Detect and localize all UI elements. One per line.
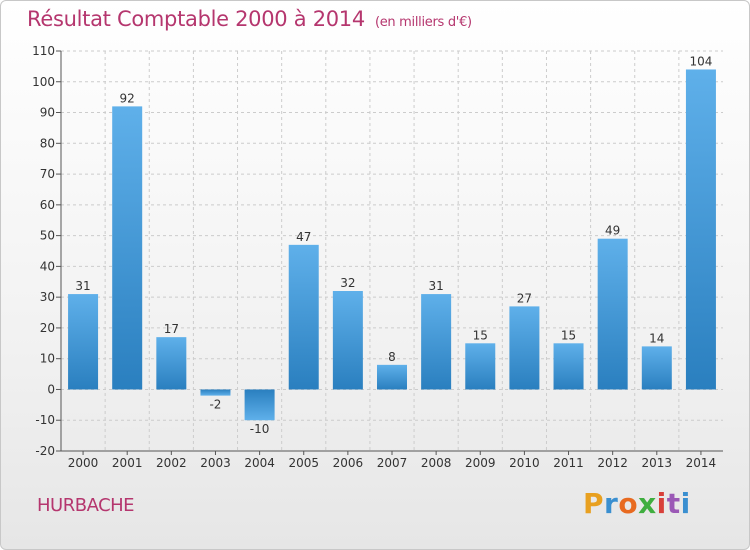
y-tick-label: 0 (47, 382, 55, 396)
bar-2010 (509, 306, 540, 390)
bar-value-label: 27 (517, 291, 532, 305)
logo-letter: o (618, 487, 639, 520)
x-tick-label: 2011 (553, 456, 584, 470)
bar-2003 (200, 389, 231, 396)
x-tick-label: 2010 (509, 456, 540, 470)
x-tick-label: 2000 (68, 456, 99, 470)
bar-2008 (421, 294, 452, 390)
x-tick-label: 2007 (377, 456, 408, 470)
logo-letter: r (604, 487, 619, 520)
logo-letter: t (666, 487, 681, 520)
proxiti-logo[interactable]: Proxiti (583, 487, 691, 520)
bar-value-label: 49 (605, 224, 620, 238)
bar-2004 (244, 389, 275, 421)
x-tick-label: 2009 (465, 456, 496, 470)
bar-value-label: 104 (689, 54, 712, 68)
bar-2001 (112, 106, 143, 390)
x-tick-label: 2012 (597, 456, 628, 470)
x-tick-label: 2013 (642, 456, 673, 470)
y-tick-label: 10 (40, 352, 55, 366)
bar-2013 (641, 346, 672, 390)
bar-2012 (597, 238, 628, 390)
bar-value-label: 32 (340, 276, 355, 290)
bar-value-label: 15 (473, 328, 488, 342)
y-tick-label: 20 (40, 321, 55, 335)
y-tick-label: -10 (35, 413, 55, 427)
x-tick-label: 2004 (244, 456, 275, 470)
x-tick-label: 2008 (421, 456, 452, 470)
x-tick-label: 2002 (156, 456, 187, 470)
y-tick-label: 30 (40, 290, 55, 304)
x-tick-label: 2001 (112, 456, 143, 470)
y-tick-label: -20 (35, 444, 55, 458)
bar-value-label: 15 (561, 328, 576, 342)
bar-value-label: 17 (164, 322, 179, 336)
bar-labels: 31 92 17 -2 -10 47 32 8 31 15 27 15 49 14 104 (75, 54, 712, 436)
y-tick-label: 40 (40, 259, 55, 273)
chart-title: Résultat Comptable 2000 à 2014 (27, 7, 365, 31)
chart-subtitle: (en milliers d'€) (374, 15, 472, 30)
bar-2000 (68, 294, 99, 390)
y-tick-label: 60 (40, 198, 55, 212)
y-tick-label: 50 (40, 229, 55, 243)
y-tick-label: 110 (32, 44, 55, 58)
bar-2006 (332, 291, 363, 390)
logo-letter: i (656, 487, 667, 520)
bar-2007 (377, 364, 407, 390)
y-tick-label: 100 (32, 75, 55, 89)
bar-value-label: -2 (209, 398, 221, 412)
bar-value-label: -10 (250, 422, 270, 436)
bar-2002 (156, 337, 187, 390)
x-tick-label: 2014 (686, 456, 717, 470)
y-tick-label: 90 (40, 106, 55, 120)
bar-2011 (553, 343, 584, 390)
y-tick-label: 70 (40, 167, 55, 181)
bar-value-label: 8 (388, 350, 396, 364)
bar-value-label: 92 (120, 91, 135, 105)
bar-value-label: 31 (428, 279, 443, 293)
bar-2009 (465, 343, 496, 390)
x-tick-label: 2006 (333, 456, 364, 470)
bar-value-label: 31 (75, 279, 90, 293)
y-tick-label: 80 (40, 136, 55, 150)
logo-letter: i (680, 487, 691, 520)
chart-title-block: Résultat Comptable 2000 à 2014 (en millie… (27, 7, 472, 31)
x-tick-label: 2003 (200, 456, 231, 470)
bar-2014 (685, 69, 716, 390)
x-tick-label: 2005 (288, 456, 319, 470)
logo-letter: P (583, 487, 605, 520)
logo-letter: x (638, 487, 657, 520)
bar-2005 (288, 244, 319, 390)
axes: -20 -10 0 10 20 30 40 50 60 70 80 90 100 110 2000 2001 2… (32, 44, 723, 470)
bars (68, 69, 716, 421)
commune-name: HURBACHE (37, 495, 135, 516)
bar-value-label: 47 (296, 230, 311, 244)
bar-value-label: 14 (649, 331, 664, 345)
